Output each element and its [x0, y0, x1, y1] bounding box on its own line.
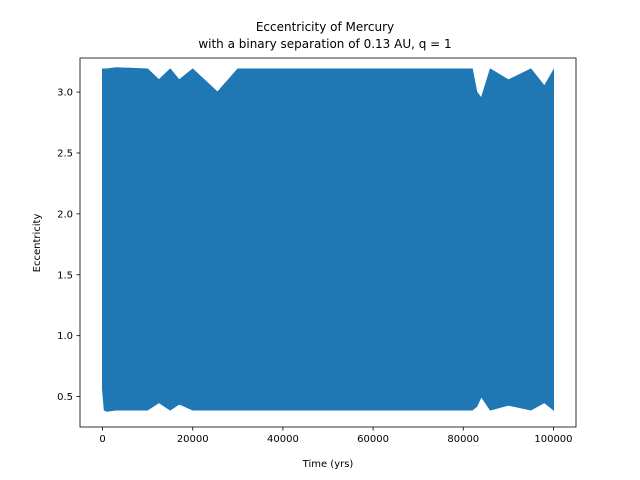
y-tick-label: 1.5 [57, 270, 73, 281]
chart-subtitle: with a binary separation of 0.13 AU, q =… [198, 37, 451, 51]
x-tick-label: 0 [99, 434, 105, 445]
series-line-0 [102, 67, 554, 412]
y-tick-label: 2.0 [57, 209, 73, 220]
y-tick-label: 2.5 [57, 148, 73, 159]
x-tick-label: 60000 [357, 434, 389, 445]
y-tick-label: 3.0 [57, 88, 73, 99]
plot-frame [79, 57, 577, 428]
x-axis: 0 20000 40000 60000 80000 100000 [99, 427, 573, 445]
x-tick-label: 100000 [534, 434, 572, 445]
y-axis-label: Eccentricity [32, 214, 43, 273]
y-tick-label: 1.0 [57, 331, 73, 342]
y-tick-label: 0.5 [57, 392, 73, 403]
x-tick-label: 80000 [447, 434, 479, 445]
x-axis-label: Time (yrs) [302, 459, 354, 470]
chart-title: Eccentricity of Mercury [256, 20, 394, 34]
x-tick-label: 40000 [267, 434, 299, 445]
series-layer [102, 67, 554, 412]
y-axis: 0.5 1.0 1.5 2.0 2.5 3.0 [57, 88, 80, 403]
x-tick-label: 20000 [177, 434, 209, 445]
